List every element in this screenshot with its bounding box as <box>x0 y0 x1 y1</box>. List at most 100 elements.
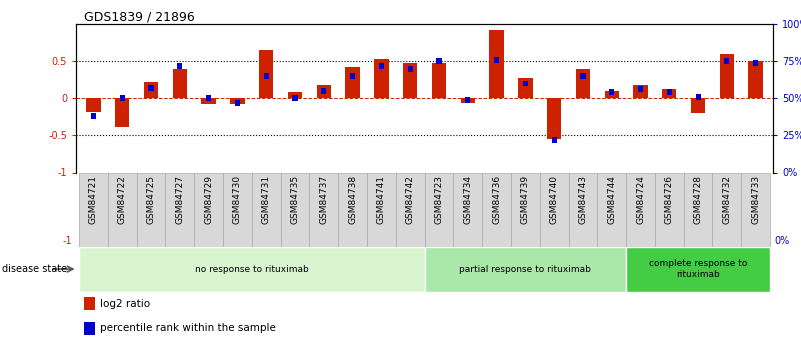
Text: GSM84735: GSM84735 <box>291 175 300 224</box>
Bar <box>465 97 470 103</box>
Text: GDS1839 / 21896: GDS1839 / 21896 <box>84 10 195 23</box>
Bar <box>79 247 425 292</box>
Bar <box>148 85 154 91</box>
Bar <box>437 58 441 64</box>
Bar <box>494 57 499 63</box>
Bar <box>136 172 165 247</box>
Text: partial response to rituximab: partial response to rituximab <box>460 265 591 274</box>
Bar <box>172 69 187 98</box>
Text: GSM84732: GSM84732 <box>723 175 731 224</box>
Bar <box>259 50 273 98</box>
Bar <box>724 58 730 64</box>
Bar <box>691 98 706 113</box>
Bar <box>576 69 590 98</box>
Text: complete response to
rituximab: complete response to rituximab <box>649 259 747 279</box>
Bar <box>523 80 528 87</box>
Bar <box>206 95 211 101</box>
Bar <box>345 67 360 98</box>
Text: GSM84741: GSM84741 <box>376 175 386 224</box>
Text: GSM84724: GSM84724 <box>636 175 645 224</box>
Bar <box>84 297 95 310</box>
Bar <box>288 92 302 98</box>
Bar <box>552 137 557 143</box>
Text: GSM84722: GSM84722 <box>118 175 127 224</box>
Bar <box>374 59 388 98</box>
Bar <box>748 61 763 98</box>
Bar <box>626 172 655 247</box>
Text: GSM84738: GSM84738 <box>348 175 357 224</box>
Bar <box>316 85 331 98</box>
Text: GSM84730: GSM84730 <box>233 175 242 224</box>
Bar <box>453 172 482 247</box>
Bar <box>87 98 101 112</box>
Bar <box>461 98 475 103</box>
Bar <box>201 98 215 104</box>
Text: GSM84734: GSM84734 <box>463 175 473 224</box>
Text: GSM84731: GSM84731 <box>262 175 271 224</box>
Text: GSM84727: GSM84727 <box>175 175 184 224</box>
Bar <box>165 172 194 247</box>
Bar <box>713 172 741 247</box>
Bar <box>84 322 95 335</box>
Bar <box>518 78 533 98</box>
Bar <box>230 98 244 104</box>
Bar <box>403 63 417 98</box>
Text: GSM84729: GSM84729 <box>204 175 213 224</box>
Bar <box>108 172 136 247</box>
Text: GSM84726: GSM84726 <box>665 175 674 224</box>
Bar <box>626 247 770 292</box>
Bar <box>252 172 280 247</box>
Bar <box>91 113 96 119</box>
Text: GSM84743: GSM84743 <box>578 175 587 224</box>
Bar <box>569 172 598 247</box>
Bar <box>432 63 446 98</box>
Bar <box>264 73 269 79</box>
Text: -1: -1 <box>62 236 72 246</box>
Bar <box>598 172 626 247</box>
Bar <box>223 172 252 247</box>
Bar <box>115 98 130 127</box>
Bar <box>482 172 511 247</box>
Bar <box>379 63 384 69</box>
Bar <box>655 172 684 247</box>
Text: GSM84733: GSM84733 <box>751 175 760 224</box>
Bar <box>662 89 677 98</box>
Bar <box>684 172 713 247</box>
Bar <box>177 63 183 69</box>
Bar <box>119 95 125 101</box>
Text: GSM84723: GSM84723 <box>434 175 444 224</box>
Bar <box>425 247 626 292</box>
Text: GSM84740: GSM84740 <box>549 175 558 224</box>
Bar <box>666 89 672 95</box>
Bar <box>309 172 338 247</box>
Text: GSM84736: GSM84736 <box>492 175 501 224</box>
Text: GSM84742: GSM84742 <box>405 175 415 224</box>
Bar <box>321 88 326 94</box>
Text: GSM84739: GSM84739 <box>521 175 529 224</box>
Bar <box>350 73 355 79</box>
Bar <box>425 172 453 247</box>
Text: GSM84728: GSM84728 <box>694 175 702 224</box>
Bar <box>609 89 614 95</box>
Bar <box>489 30 504 98</box>
Bar <box>367 172 396 247</box>
Bar <box>695 94 701 100</box>
Bar <box>638 87 643 92</box>
Bar <box>292 95 297 101</box>
Bar <box>396 172 425 247</box>
Text: GSM84721: GSM84721 <box>89 175 98 224</box>
Bar <box>338 172 367 247</box>
Bar <box>143 82 158 98</box>
Text: GSM84744: GSM84744 <box>607 175 616 224</box>
Text: no response to rituximab: no response to rituximab <box>195 265 308 274</box>
Bar <box>511 172 540 247</box>
Text: disease state: disease state <box>2 264 66 274</box>
Bar <box>605 91 619 98</box>
Text: log2 ratio: log2 ratio <box>100 298 151 308</box>
Bar <box>235 100 240 106</box>
Bar <box>719 54 734 98</box>
Bar <box>580 73 586 79</box>
Text: GSM84737: GSM84737 <box>320 175 328 224</box>
Bar <box>408 66 413 72</box>
Bar <box>540 172 569 247</box>
